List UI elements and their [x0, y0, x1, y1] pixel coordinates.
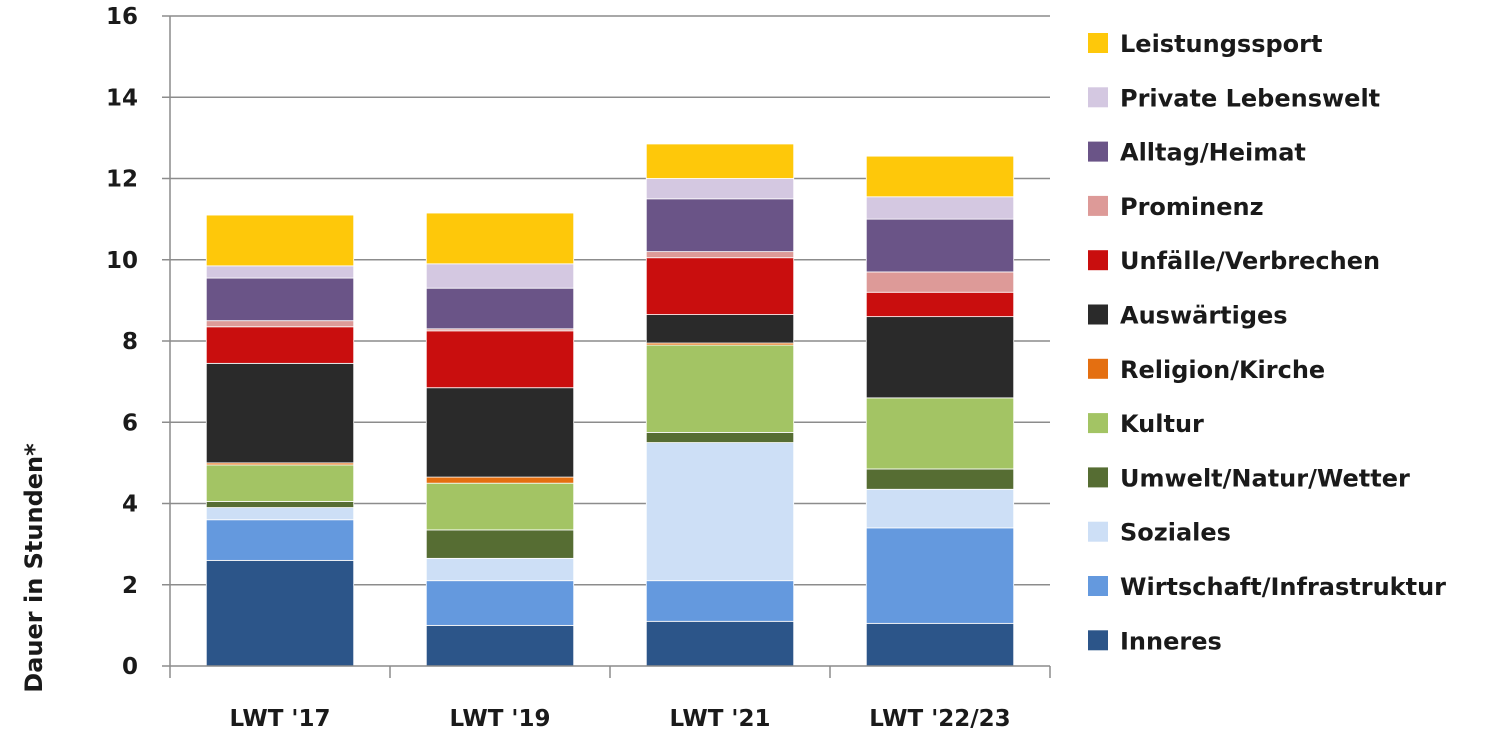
bar-segment — [645, 198, 795, 253]
y-axis-label: Dauer in Stunden* — [20, 443, 48, 693]
x-tick-label: LWT '19 — [450, 706, 551, 730]
bar-segment — [645, 344, 795, 433]
bar-segment — [205, 501, 355, 508]
bar-segment — [205, 277, 355, 322]
bar-segment — [645, 143, 795, 179]
bar-segment — [865, 271, 1015, 293]
legend-swatch — [1088, 304, 1108, 325]
legend-swatch — [1088, 87, 1108, 108]
legend-label: Religion/Kirche — [1120, 356, 1325, 384]
y-tick-label: 2 — [122, 573, 138, 599]
legend-swatch — [1088, 195, 1108, 216]
legend-swatch — [1088, 467, 1108, 488]
x-tick-label: LWT '22/23 — [869, 706, 1010, 730]
legend-label: Prominenz — [1120, 193, 1264, 221]
y-tick-label: 12 — [106, 167, 138, 193]
bar-segment — [425, 387, 575, 478]
bar-segment — [205, 519, 355, 561]
bar-segment — [865, 291, 1015, 318]
bar-segment — [645, 432, 795, 443]
bar-segment — [205, 265, 355, 279]
bar-segment — [865, 155, 1015, 198]
y-tick-label: 8 — [122, 329, 138, 355]
bar-segment — [865, 218, 1015, 273]
y-tick-label: 16 — [106, 4, 138, 30]
bar-segment — [205, 464, 355, 502]
bar-segment — [865, 488, 1015, 529]
legend-label: Kultur — [1120, 410, 1204, 438]
bar-segment — [425, 529, 575, 559]
bar-segment — [865, 468, 1015, 490]
bar-segment — [865, 316, 1015, 399]
y-tick-label: 0 — [122, 654, 138, 680]
bar-segment — [205, 320, 355, 328]
legend-swatch — [1088, 250, 1108, 271]
bar-segment — [205, 214, 355, 267]
bar-segment — [425, 557, 575, 582]
bar-segment — [865, 527, 1015, 624]
y-tick-label: 4 — [122, 492, 138, 518]
legend-label: Soziales — [1120, 519, 1231, 547]
y-tick-label: 10 — [106, 248, 138, 274]
y-tick-labels: 0 2 4 6 8 10 12 14 16 — [106, 4, 138, 680]
legend-swatch — [1088, 521, 1108, 542]
legend-label: Leistungssport — [1120, 30, 1322, 58]
legend-label: Umwelt/Natur/Wetter — [1120, 464, 1410, 492]
x-tick-label: LWT '21 — [670, 706, 771, 730]
bar-segment — [865, 622, 1015, 667]
legend-label: Auswärtiges — [1120, 302, 1288, 330]
bar-segment — [205, 326, 355, 364]
bar-segment — [645, 257, 795, 315]
bar-segment — [645, 314, 795, 344]
bar-segment — [205, 362, 355, 464]
legend-swatch — [1088, 413, 1108, 434]
y-tick-label: 14 — [106, 85, 138, 111]
bar-segment — [645, 178, 795, 200]
bars — [205, 143, 1015, 667]
legend-label: Inneres — [1120, 627, 1222, 655]
bar-segment — [645, 442, 795, 582]
bar-segment — [425, 476, 575, 484]
bar-segment — [645, 251, 795, 259]
x-tick-labels: LWT '17 LWT '19 LWT '21 LWT '22/23 — [230, 706, 1011, 730]
legend-label: Unfälle/Verbrechen — [1120, 247, 1380, 275]
legend-label: Private Lebenswelt — [1120, 84, 1380, 112]
legend-swatch — [1088, 576, 1108, 596]
legend-label: Wirtschaft/Infrastruktur — [1120, 573, 1446, 601]
x-tick-label: LWT '17 — [230, 706, 331, 730]
bar-segment — [425, 580, 575, 626]
legend-swatch — [1088, 141, 1108, 162]
legend-swatch — [1088, 33, 1108, 53]
y-tick-label: 6 — [122, 410, 138, 436]
bar-segment — [205, 559, 355, 667]
bar-segment — [425, 263, 575, 289]
bar-segment — [425, 212, 575, 265]
legend-label: Alltag/Heimat — [1120, 139, 1306, 167]
bar-segment — [645, 620, 795, 667]
legend-swatch — [1088, 630, 1108, 651]
bar-segment — [865, 196, 1015, 220]
axes — [169, 16, 1051, 678]
bar-segment — [645, 580, 795, 622]
bar-segment — [205, 507, 355, 521]
legend-swatch — [1088, 358, 1108, 379]
bar-segment — [425, 482, 575, 531]
bar-segment — [865, 397, 1015, 470]
legend: Leistungssport Private Lebenswelt Alltag/H… — [1088, 30, 1446, 655]
bar-segment — [425, 624, 575, 667]
bar-segment — [425, 330, 575, 389]
bar-segment — [425, 287, 575, 330]
